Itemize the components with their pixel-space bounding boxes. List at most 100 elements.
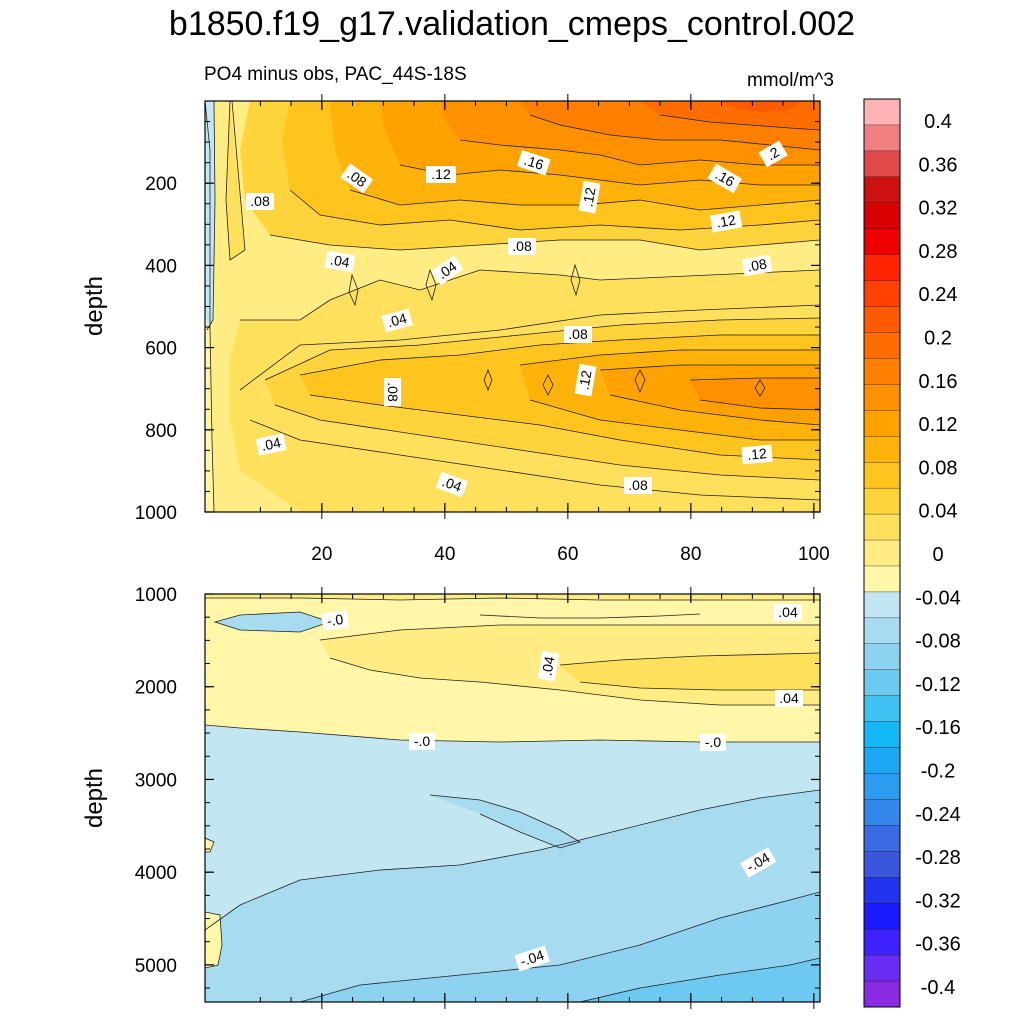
colorbar-label: 0.28 xyxy=(919,241,958,263)
colorbar-label: -0.32 xyxy=(915,890,961,912)
clabel-text: .04 xyxy=(386,310,409,331)
colorbar-label: -0.2 xyxy=(921,761,955,783)
lower-contour-lines xyxy=(205,597,820,1002)
colorbar-swatch xyxy=(863,202,901,230)
colorbar-swatch xyxy=(863,332,901,359)
clabel-text: .08 xyxy=(385,382,401,402)
colorbar-swatch xyxy=(863,851,901,878)
lower-contour-labels: -.0 .04 .04 .04 -.0 -.0 -.04 -.04 xyxy=(321,604,803,972)
clabel-text: .04 xyxy=(329,251,351,270)
clabel-u14: .12 xyxy=(574,363,597,397)
colorbar-label: -0.36 xyxy=(915,934,961,956)
clabel-l3: .04 xyxy=(775,690,803,707)
colorbar-swatch xyxy=(863,462,901,489)
clabel-u9: .04 xyxy=(430,255,464,286)
clabel-u5: .12 xyxy=(578,180,601,214)
clabel-l5: -.0 xyxy=(700,734,726,751)
chart-subtitle: PO4 minus obs, PAC_44S-18S xyxy=(204,64,467,85)
clabel-text: .16 xyxy=(522,152,546,173)
clabel-text: -.0 xyxy=(705,734,722,750)
ytick-label: 400 xyxy=(145,256,177,277)
colorbar-swatch xyxy=(863,254,901,282)
colorbar-swatch xyxy=(863,591,901,619)
lower-band-top-strip xyxy=(205,594,820,600)
clabel-u11: .08 xyxy=(741,254,773,277)
upper-band-0.14-0.16-mid xyxy=(690,378,820,410)
clabel-l0: -.0 xyxy=(321,610,350,631)
ytick-label: 4000 xyxy=(135,863,177,884)
clabel-u18: .04 xyxy=(435,471,468,498)
colorbar-swatch xyxy=(863,539,901,567)
colorbar-swatch xyxy=(863,280,901,308)
clabel-text: -.0 xyxy=(326,611,345,629)
colorbar-swatch xyxy=(863,669,901,697)
colorbar-label: 0.36 xyxy=(919,154,958,176)
lower-band-neg-0.08-0.06 xyxy=(580,958,820,1002)
upper-ylabel: depth xyxy=(81,276,108,336)
clabel-text: -.04 xyxy=(518,947,546,970)
colorbar-swatch xyxy=(863,928,901,956)
xtick-label: 80 xyxy=(680,544,701,565)
colorbar-swatch xyxy=(863,487,901,515)
colorbar-label: 0.32 xyxy=(919,198,958,220)
colorbar-swatch xyxy=(863,513,901,541)
clabel-text: .04 xyxy=(440,473,464,495)
clabel-l7: -.04 xyxy=(514,945,550,972)
clabel-u2: .16 xyxy=(516,150,551,176)
colorbar-swatch xyxy=(863,176,901,204)
lower-band-0.04-0.06 xyxy=(560,653,820,690)
clabel-text: .12 xyxy=(715,211,737,230)
upper-panel-field xyxy=(205,101,820,512)
clabel-u6: .16 xyxy=(707,163,742,194)
xtick-label: 40 xyxy=(434,544,455,565)
colorbar-label: 0.24 xyxy=(919,284,958,306)
chart-title: b1850.f19_g17.validation_cmeps_control.0… xyxy=(168,5,856,43)
ytick-label: 1000 xyxy=(135,503,177,524)
clabel-l2: .04 xyxy=(537,650,560,682)
colorbar-swatch xyxy=(863,228,901,256)
colorbar-swatch xyxy=(863,903,901,930)
colorbar-label: -0.04 xyxy=(915,587,961,609)
colorbar-swatch xyxy=(863,721,901,749)
colorbar-label: -0.4 xyxy=(921,977,955,999)
colorbar-frame xyxy=(863,98,901,1008)
clabel-u7: .12 xyxy=(709,210,743,233)
xtick-label: 100 xyxy=(798,544,830,565)
lower-patch-negative xyxy=(215,612,330,632)
clabel-text: .12 xyxy=(431,166,451,182)
clabel-text: .08 xyxy=(512,238,532,254)
clabel-u1: .12 xyxy=(426,166,456,183)
clabel-text: .08 xyxy=(746,255,768,274)
colorbar-label: -0.16 xyxy=(915,717,961,739)
clabel-u15: .08 xyxy=(384,378,401,406)
clabel-u10: .08 xyxy=(508,238,536,255)
clabel-u13: .08 xyxy=(564,326,592,343)
colorbar-label: 0.2 xyxy=(924,328,952,350)
clabel-text: .12 xyxy=(579,186,598,208)
colorbar-swatch xyxy=(863,98,901,126)
colorbar-label: -0.08 xyxy=(915,631,961,653)
axes: 200 400 600 800 1000 1000 2000 3000 4000 5000 20 40… xyxy=(135,94,830,1009)
colorbar-label: 0.4 xyxy=(924,111,952,133)
units-label: mmol/m^3 xyxy=(746,70,834,91)
clabel-text: .04 xyxy=(778,604,798,620)
colorbar-swatch xyxy=(863,695,901,723)
clabel-text: .08 xyxy=(250,193,270,209)
clabel-l4: -.0 xyxy=(409,733,435,750)
colorbar: 0.4 0.36 0.32 0.28 0.24 0.2 0.16 0.12 0.08 0.04 0 -… xyxy=(863,98,961,1008)
upper-contour-labels: .08 .12 .16 .2 .08 .12 .16 .12 .04 .04 .… xyxy=(246,140,788,498)
colorbar-swatch xyxy=(863,436,901,463)
ytick-label: 3000 xyxy=(135,770,177,791)
colorbar-swatch xyxy=(863,384,901,411)
clabel-u19: .08 xyxy=(624,477,652,494)
lower-band-neg-0.06-0.04 xyxy=(300,892,820,1002)
lower-panel-frame xyxy=(204,593,821,1003)
clabel-text: -.0 xyxy=(414,733,431,749)
clabel-u0: .08 xyxy=(246,193,274,210)
colorbar-label: 0.04 xyxy=(919,501,958,523)
clabel-text: .04 xyxy=(538,655,557,677)
colorbar-swatch xyxy=(863,150,901,178)
upper-band-0.20-0.22-top xyxy=(720,101,800,112)
colorbar-swatch xyxy=(863,643,901,671)
